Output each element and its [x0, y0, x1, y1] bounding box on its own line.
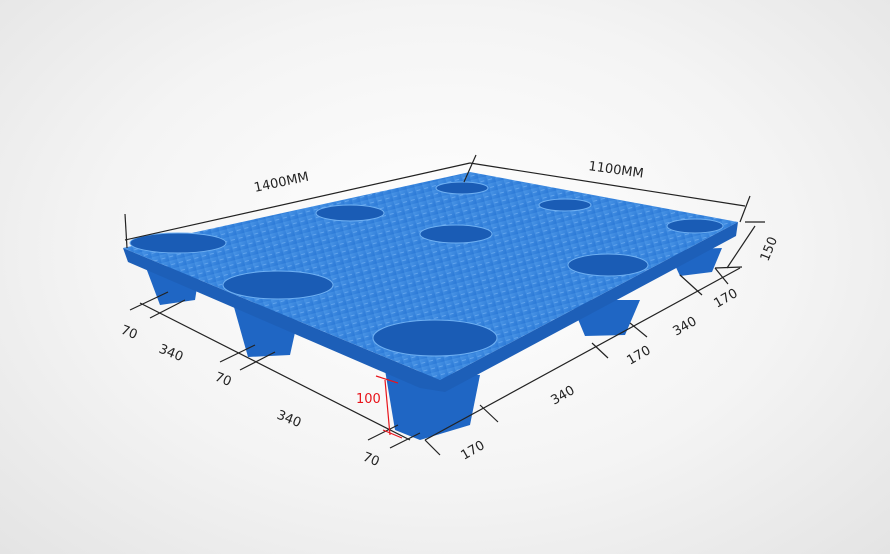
length-segment: 70 — [361, 450, 382, 470]
width-segment: 340 — [671, 314, 700, 339]
length-segment: 70 — [213, 370, 234, 390]
width-segment: 340 — [549, 383, 578, 408]
width-segment: 170 — [625, 343, 654, 368]
height-label: 150 — [758, 235, 781, 264]
width-segment: 170 — [459, 438, 488, 463]
width-segment: 170 — [712, 286, 741, 311]
length-segment: 340 — [275, 408, 304, 431]
pallet-top — [123, 172, 738, 380]
length-segment: 340 — [157, 342, 186, 365]
pallet-side — [123, 222, 738, 392]
leg-height-marker — [375, 375, 403, 439]
pallet-pockets — [129, 181, 724, 357]
dimension-lines — [124, 154, 765, 456]
width-label: 1100MM — [587, 159, 644, 182]
length-label: 1400MM — [253, 170, 310, 196]
length-segment: 70 — [119, 323, 140, 343]
leg-height-label: 100 — [356, 392, 381, 407]
